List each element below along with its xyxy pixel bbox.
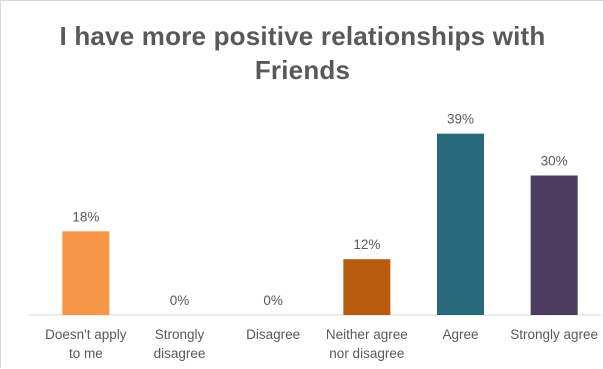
data-label-0: 18%: [72, 209, 99, 224]
category-label-2: Disagree: [246, 327, 300, 342]
data-label-3: 12%: [353, 237, 380, 252]
bar-3: [343, 259, 391, 315]
data-label-4: 39%: [447, 112, 474, 127]
category-label-3-line-0: Neither agree: [326, 327, 408, 342]
data-label-1: 0%: [170, 293, 190, 308]
bar-5: [530, 175, 578, 315]
bar-4: [437, 133, 484, 315]
chart-title: I have more positive relationships with …: [1, 19, 603, 87]
category-label-5: Strongly agree: [510, 327, 598, 342]
chart-title-line-2: Friends: [254, 55, 351, 85]
category-label-3-line-1: nor disagree: [329, 346, 404, 361]
data-label-2: 0%: [263, 293, 283, 308]
category-label-4-line-0: Agree: [442, 327, 478, 342]
category-label-2-line-0: Disagree: [246, 327, 300, 342]
chart-title-line-1: I have more positive relationships with: [59, 21, 546, 51]
category-label-0-line-0: Doesn't apply: [45, 327, 127, 342]
category-label-1-line-1: disagree: [154, 346, 206, 361]
category-label-3: Neither agree nor disagree: [326, 327, 408, 361]
data-label-5: 30%: [541, 154, 568, 169]
category-label-0: Doesn't apply to me: [45, 327, 127, 361]
category-label-0-line-1: to me: [69, 346, 103, 361]
bar-0: [62, 231, 110, 315]
category-label-1: Strongly disagree: [154, 327, 206, 361]
category-label-5-line-0: Strongly agree: [510, 327, 598, 342]
category-label-1-line-0: Strongly: [155, 327, 205, 342]
category-label-4: Agree: [442, 327, 478, 342]
